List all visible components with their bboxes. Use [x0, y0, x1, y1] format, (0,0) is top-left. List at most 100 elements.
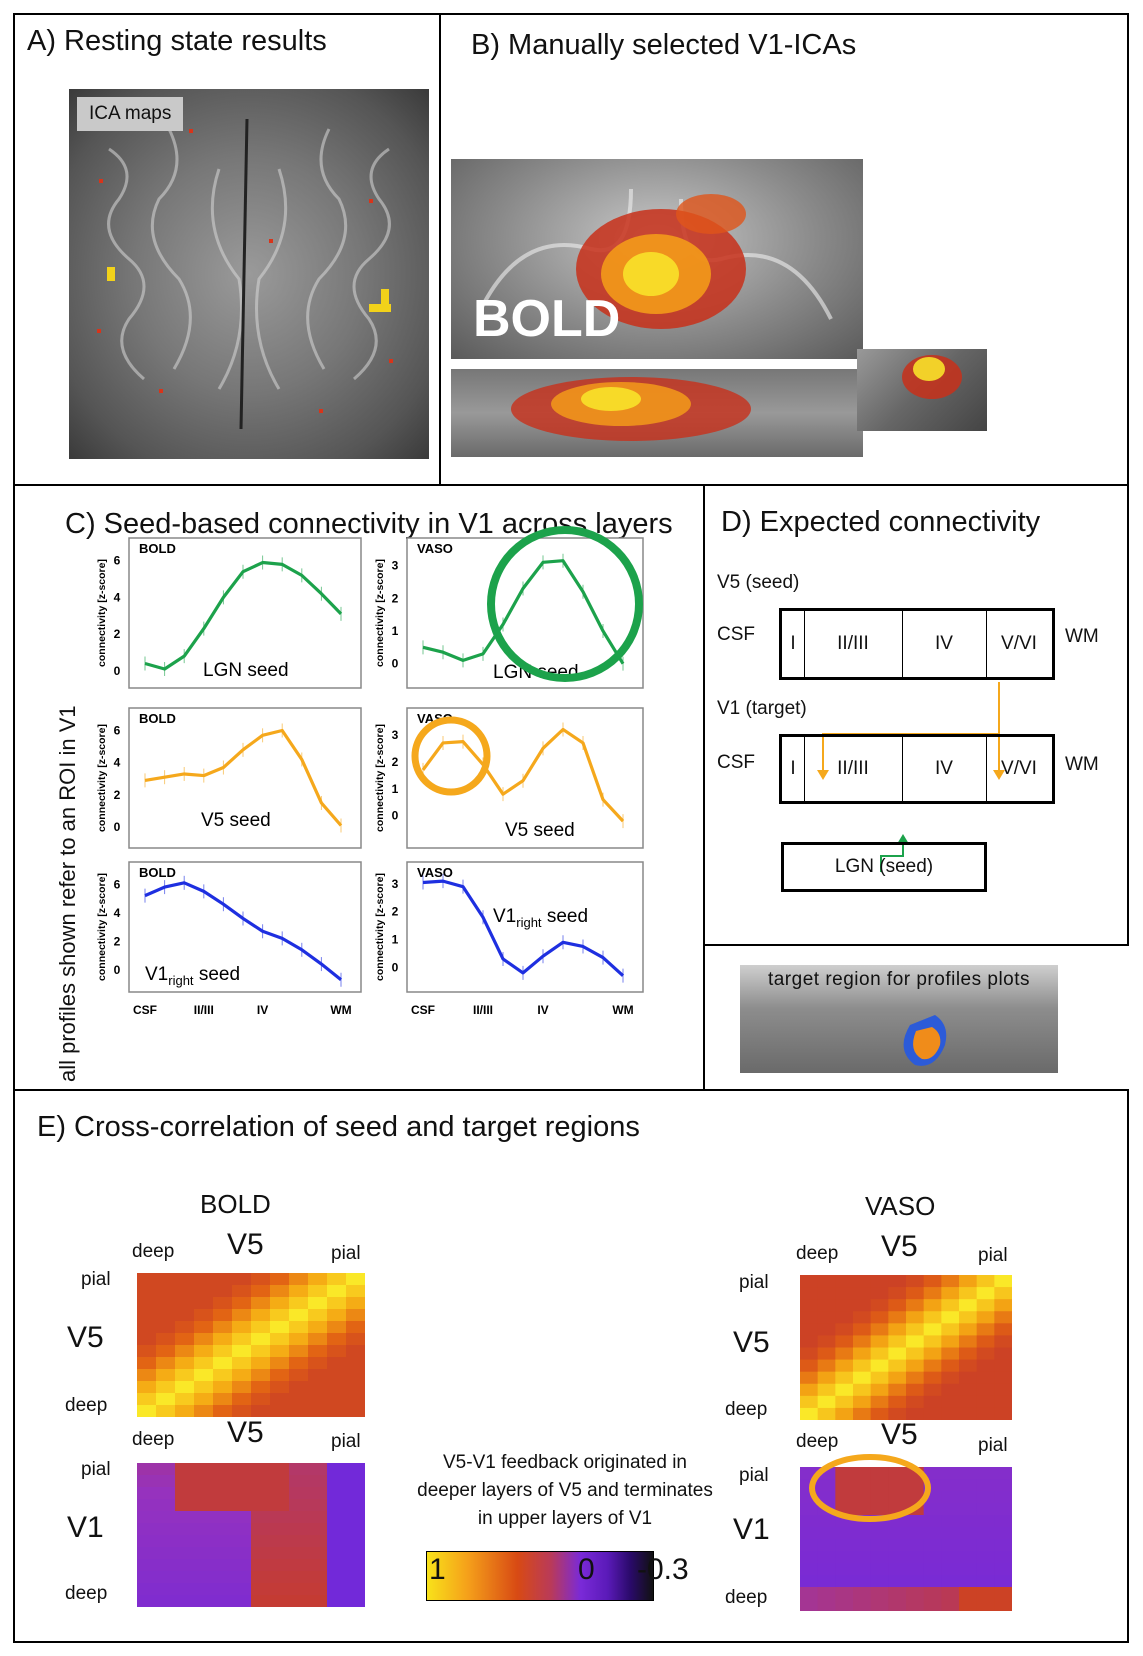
heatmap-cell — [327, 1273, 347, 1286]
lgn-seed-box: LGN (seed) — [781, 842, 987, 892]
heatmap-cell — [853, 1323, 872, 1337]
heatmap-cell — [308, 1595, 328, 1607]
heatmap-cell — [888, 1467, 907, 1480]
heatmap-cell — [976, 1503, 995, 1516]
heatmap-cell — [800, 1311, 819, 1324]
heatmap-cell — [976, 1359, 995, 1373]
heatmap-cell — [194, 1595, 214, 1607]
heatmap-cell — [175, 1321, 195, 1334]
heatmap-cell — [976, 1407, 995, 1420]
heatmap-cell — [853, 1467, 872, 1480]
heatmap-cell — [156, 1511, 176, 1524]
x-tick-label: WM — [612, 1003, 633, 1017]
heatmap-cell — [976, 1587, 995, 1600]
heatmap-cell — [137, 1345, 157, 1358]
heatmap-cell — [270, 1285, 290, 1298]
heatmap-cell — [137, 1523, 157, 1536]
vaso-v5-v5-heatmap — [800, 1275, 1012, 1420]
heatmap-cell — [817, 1299, 836, 1312]
bold-ica-image-main: BOLD — [451, 159, 863, 359]
heatmap-cell — [906, 1527, 925, 1540]
heatmap-cell — [156, 1595, 176, 1607]
heatmap-cell — [888, 1515, 907, 1528]
heatmap-cell — [888, 1407, 907, 1420]
heatmap-cell — [888, 1323, 907, 1337]
panel-d-title: D) Expected connectivity — [721, 506, 1041, 538]
heatmap-cell — [976, 1575, 995, 1588]
heatmap-cell — [346, 1559, 365, 1572]
heatmap-cell — [232, 1571, 252, 1584]
heatmap-cell — [959, 1311, 978, 1324]
heatmap-cell — [289, 1475, 309, 1488]
heatmap-cell — [232, 1345, 252, 1358]
heatmap-cell — [289, 1547, 309, 1560]
y-tick-label: 3 — [392, 559, 399, 573]
y-axis-label: connectivity [z-score] — [96, 873, 108, 981]
bold-v5v1-ylabel-pial: pial — [81, 1459, 111, 1480]
heatmap-cell — [870, 1575, 889, 1588]
heatmap-cell — [213, 1511, 233, 1524]
bold-v5v5-xlabel-deep: deep — [132, 1241, 175, 1262]
heatmap-cell — [346, 1523, 365, 1536]
heatmap-cell — [308, 1487, 328, 1500]
panel-c: C) Seed-based connectivity in V1 across … — [13, 484, 705, 1091]
plot-title: BOLD — [139, 865, 176, 880]
heatmap-cell — [175, 1499, 195, 1512]
heatmap-cell — [976, 1491, 995, 1504]
heatmap-cell — [156, 1309, 176, 1322]
heatmap-cell — [923, 1575, 942, 1588]
vaso-v5v1-xtitle: V5 — [881, 1418, 918, 1451]
heatmap-cell — [853, 1335, 872, 1349]
heatmap-cell — [923, 1563, 942, 1576]
bold-v5v5-xlabel-pial: pial — [331, 1243, 361, 1264]
heatmap-cell — [156, 1559, 176, 1572]
heatmap-cell — [994, 1275, 1012, 1288]
heatmap-cell — [213, 1297, 233, 1310]
heatmap-cell — [289, 1499, 309, 1512]
heatmap-cell — [232, 1285, 252, 1298]
heatmap-cell — [817, 1575, 836, 1588]
heatmap-cell — [870, 1527, 889, 1540]
heatmap-cell — [888, 1563, 907, 1576]
heatmap-cell — [976, 1347, 995, 1361]
heatmap-cell — [870, 1539, 889, 1552]
target-region-caption: target region for profiles plots — [767, 969, 1031, 990]
axial-activation-overlay — [511, 377, 751, 441]
heatmap-cell — [835, 1371, 854, 1385]
heatmap-cell — [994, 1539, 1012, 1552]
heatmap-cell — [994, 1527, 1012, 1540]
heatmap-cell — [346, 1463, 365, 1476]
bold-heatmap-title: BOLD — [200, 1189, 271, 1219]
heatmap-cell — [289, 1487, 309, 1500]
heatmap-cell — [976, 1287, 995, 1300]
heatmap-cell — [213, 1535, 233, 1548]
heatmap-cell — [923, 1539, 942, 1552]
heatmap-cell — [923, 1479, 942, 1492]
heatmap-cell — [959, 1383, 978, 1397]
v5-highlight-circle — [411, 716, 491, 796]
heatmap-cell — [870, 1287, 889, 1300]
heatmap-cell — [194, 1369, 214, 1382]
vaso-heatmap-title: VASO — [865, 1191, 936, 1221]
heatmap-cell — [888, 1479, 907, 1492]
heatmap-cell — [346, 1381, 365, 1394]
heatmap-cell — [194, 1273, 214, 1286]
vaso-v5v1-xlabel-pial: pial — [978, 1435, 1008, 1456]
heatmap-cell — [835, 1479, 854, 1492]
bold-ica-image-sagittal — [857, 349, 987, 431]
heatmap-cell — [923, 1467, 942, 1480]
heatmap-cell — [194, 1523, 214, 1536]
heatmap-cell — [213, 1547, 233, 1560]
x-tick-label: CSF — [411, 1003, 435, 1017]
heatmap-cell — [270, 1381, 290, 1394]
heatmap-cell — [175, 1405, 195, 1417]
heatmap-cell — [800, 1527, 819, 1540]
heatmap-cell — [835, 1527, 854, 1540]
heatmap-cell — [923, 1383, 942, 1397]
heatmap-cell — [289, 1381, 309, 1394]
heatmap-cell — [800, 1395, 819, 1409]
heatmap-cell — [923, 1599, 942, 1611]
heatmap-cell — [853, 1479, 872, 1492]
heatmap-cell — [156, 1405, 176, 1417]
heatmap-cell — [346, 1583, 365, 1596]
